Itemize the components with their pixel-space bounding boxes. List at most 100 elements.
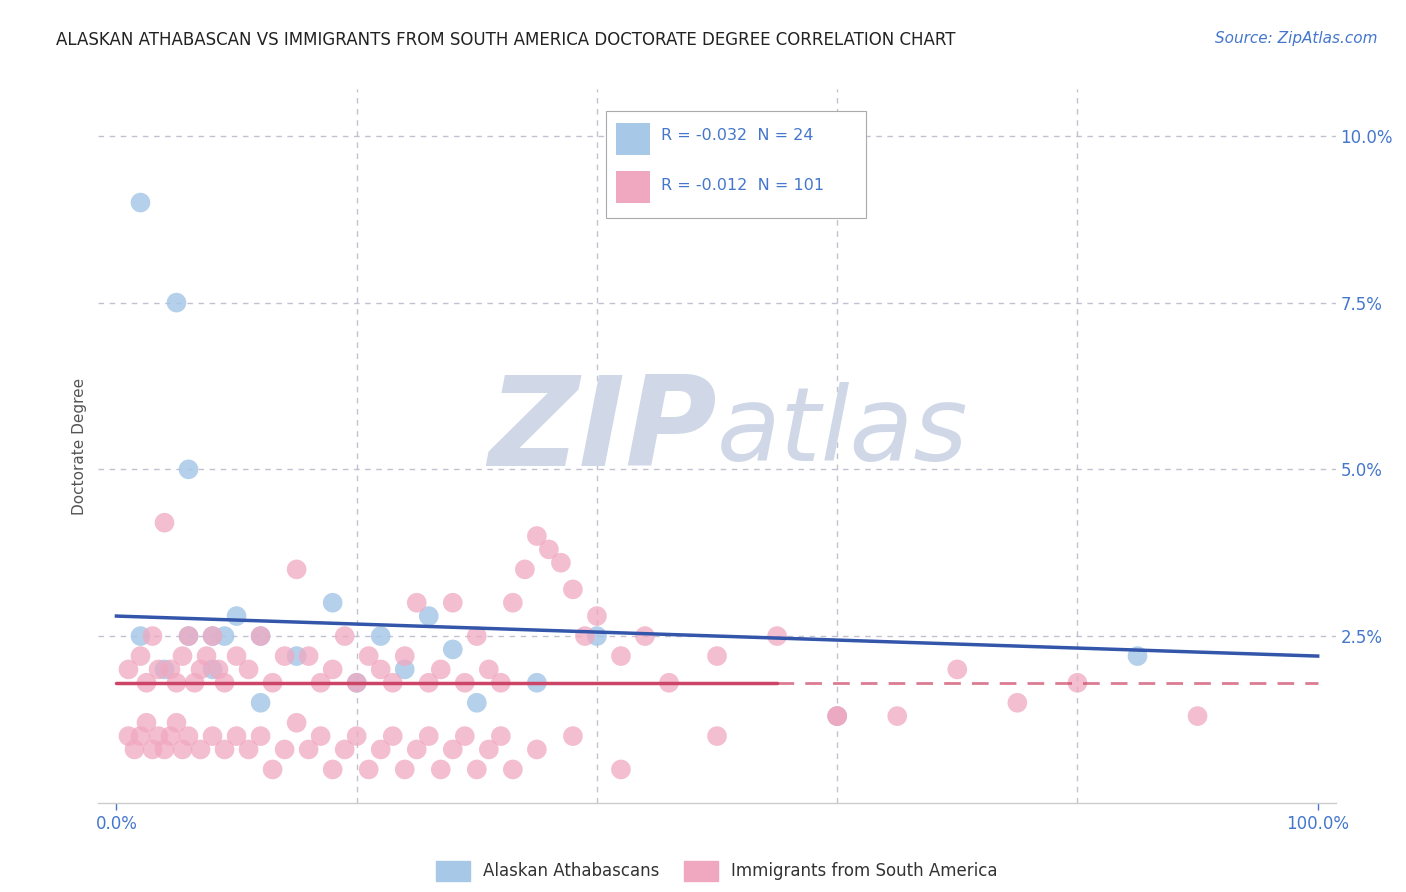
Point [346,675,368,690]
Point [249,629,271,643]
Point [586,629,609,643]
Point [262,675,284,690]
Point [526,742,548,756]
Y-axis label: Doctorate Degree: Doctorate Degree [72,377,87,515]
Point [201,729,224,743]
Point [381,675,404,690]
Point [153,742,176,756]
Point [309,729,332,743]
Point [141,742,163,756]
Point [1066,675,1088,690]
Point [489,675,512,690]
Point [537,542,560,557]
Point [129,649,152,664]
Point [478,742,501,756]
Point [322,763,344,777]
Point [285,562,308,576]
Point [502,763,524,777]
Point [441,642,464,657]
Point [886,709,908,723]
Point [117,729,139,743]
Point [706,649,728,664]
Point [177,629,200,643]
Point [825,709,848,723]
Point [489,729,512,743]
Point [249,696,271,710]
Point [634,629,657,643]
Point [135,675,157,690]
Point [214,742,236,756]
Point [526,675,548,690]
Text: R = -0.032  N = 24: R = -0.032 N = 24 [661,128,814,143]
Point [394,763,416,777]
Point [177,462,200,476]
Point [513,562,536,576]
Point [766,629,789,643]
Point [825,709,848,723]
Point [405,742,427,756]
Point [346,729,368,743]
Point [418,609,440,624]
Point [148,662,170,676]
Point [333,742,356,756]
Point [273,742,295,756]
Point [574,629,596,643]
Point [249,729,271,743]
Point [159,729,181,743]
Point [238,742,260,756]
Point [148,729,170,743]
Point [177,629,200,643]
Point [298,649,321,664]
Point [201,629,224,643]
Point [429,662,451,676]
Point [141,629,163,643]
Point [357,649,380,664]
Point [561,729,583,743]
Point [454,675,477,690]
Point [465,629,488,643]
Point [370,742,392,756]
Point [177,729,200,743]
Point [1187,709,1209,723]
Point [441,596,464,610]
Point [285,715,308,730]
FancyBboxPatch shape [606,111,866,218]
Point [172,649,194,664]
Point [370,662,392,676]
Point [153,516,176,530]
Point [370,629,392,643]
Text: ZIP: ZIP [488,371,717,492]
Point [238,662,260,676]
Point [201,629,224,643]
Point [225,649,247,664]
Point [357,763,380,777]
Point [124,742,146,756]
Point [418,675,440,690]
Point [135,715,157,730]
Point [610,763,633,777]
Text: R = -0.012  N = 101: R = -0.012 N = 101 [661,178,824,193]
Point [298,742,321,756]
Point [273,649,295,664]
Point [172,742,194,756]
Text: atlas: atlas [717,382,969,482]
Point [561,582,583,597]
Point [249,629,271,643]
Point [381,729,404,743]
Point [129,729,152,743]
Point [129,195,152,210]
Point [214,629,236,643]
Point [309,675,332,690]
Point [117,662,139,676]
Point [153,662,176,676]
Point [429,763,451,777]
Point [550,556,572,570]
Point [658,675,681,690]
Point [225,609,247,624]
Point [418,729,440,743]
Point [207,662,229,676]
Point [478,662,501,676]
Text: Source: ZipAtlas.com: Source: ZipAtlas.com [1215,31,1378,46]
Point [322,662,344,676]
Point [201,662,224,676]
